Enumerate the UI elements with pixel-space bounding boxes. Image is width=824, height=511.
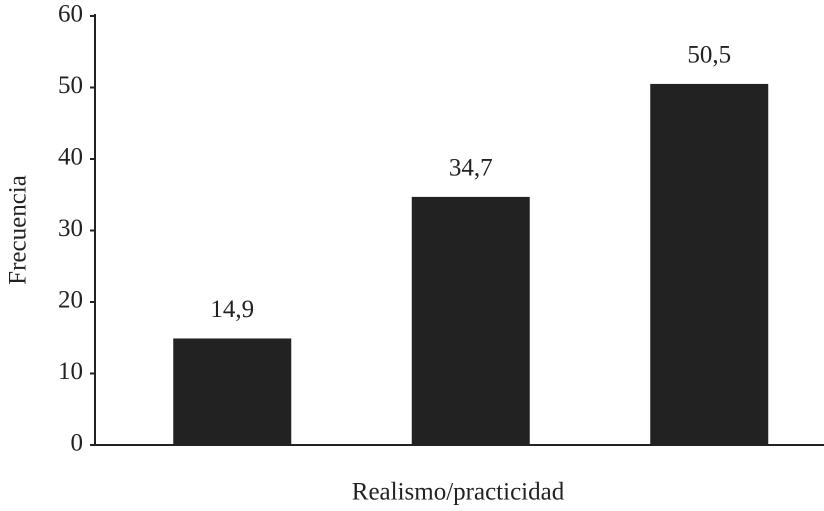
bar [650, 83, 769, 446]
y-tick-label: 60 [58, 1, 83, 28]
y-axis-label: Frecuencia [5, 175, 32, 285]
bar [411, 196, 530, 445]
x-axis-label: Realismo/practicidad [352, 479, 565, 506]
value-label: 34,7 [449, 155, 493, 182]
y-tick-label: 40 [58, 144, 83, 171]
y-tick-label: 30 [58, 215, 83, 242]
value-label: 14,9 [210, 296, 254, 323]
value-label: 50,5 [687, 42, 731, 69]
y-tick-label: 0 [71, 430, 84, 457]
y-tick-label: 20 [58, 287, 83, 314]
y-tick-label: 10 [58, 358, 83, 385]
y-tick-label: 50 [58, 72, 83, 99]
bar [173, 338, 292, 445]
